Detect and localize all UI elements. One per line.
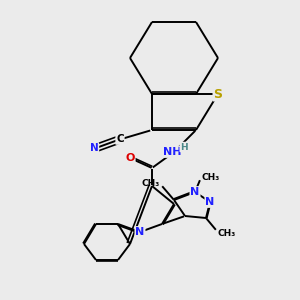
Text: N: N — [135, 227, 145, 237]
Text: NH: NH — [163, 147, 181, 157]
Text: C: C — [116, 134, 124, 144]
Text: N: N — [190, 187, 200, 197]
Text: O: O — [125, 153, 135, 163]
Text: CH₃: CH₃ — [142, 178, 160, 188]
Text: CH₃: CH₃ — [202, 173, 220, 182]
Text: S: S — [214, 88, 223, 100]
Text: H: H — [180, 142, 188, 152]
Text: CH₃: CH₃ — [218, 229, 236, 238]
Text: N: N — [206, 197, 214, 207]
Text: N: N — [90, 143, 98, 153]
